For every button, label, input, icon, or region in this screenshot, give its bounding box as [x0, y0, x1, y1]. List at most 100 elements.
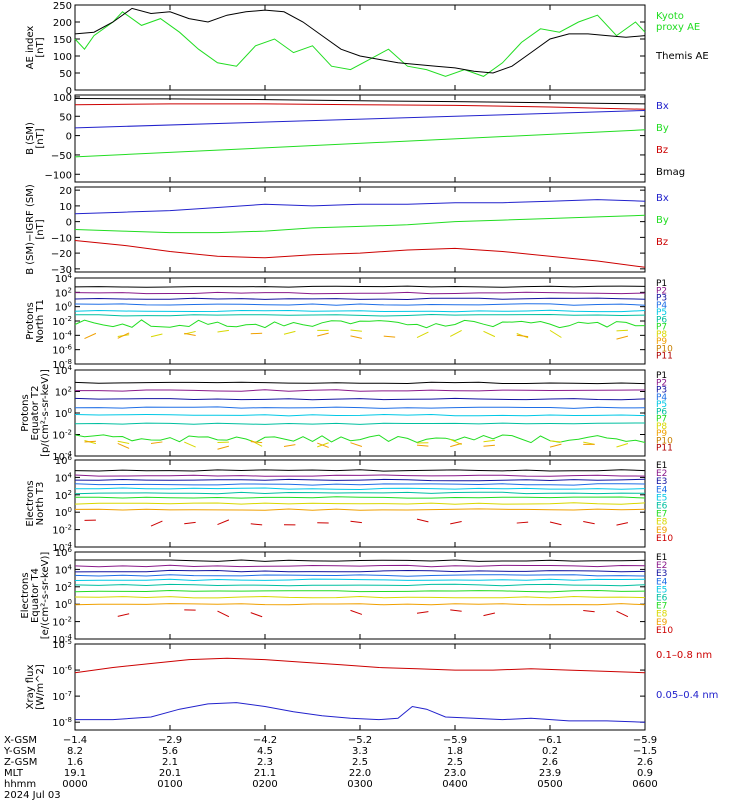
y-tick-label-et3-4: 10-2	[52, 524, 72, 537]
series-segment-et4-9	[251, 613, 262, 617]
series-segment-et4-9	[118, 614, 129, 617]
y-tick-label-bdiff-5: 20	[59, 186, 72, 197]
footer-value-4-0: −5.9	[443, 735, 467, 746]
y-tick-label-bdiff-3: 0	[66, 218, 72, 229]
y-tick-label-pt1-5: 10-6	[52, 344, 72, 357]
series-line-bdiff-2	[75, 241, 645, 268]
series-segment-pt2-8	[450, 443, 461, 446]
series-segment-pt2-8	[118, 443, 129, 448]
series-group-pt2	[75, 382, 645, 449]
series-line-et3-0	[75, 470, 645, 471]
series-line-et4-0	[75, 560, 645, 561]
series-line-pt1-6	[75, 320, 645, 328]
series-line-et3-3	[75, 484, 645, 485]
series-segment-et4-9	[351, 610, 362, 614]
series-segment-pt2-7	[617, 444, 628, 447]
series-segment-pt2-7	[184, 442, 195, 447]
footer-value-6-4: 0600	[632, 779, 657, 790]
y-axis-label-bdiff-1: [nT]	[35, 219, 46, 239]
y-tick-label-bsm-1: −50	[51, 151, 72, 162]
series-segment-pt1-7	[484, 331, 495, 336]
series-line-et3-5	[75, 492, 645, 494]
series-segment-et3-9	[251, 524, 262, 525]
footer-value-6-3: 0.9	[637, 768, 653, 779]
series-segment-pt2-7	[251, 440, 262, 446]
series-group-ae	[75, 8, 645, 76]
series-segment-pt2-7	[118, 441, 129, 443]
series-line-pt1-1	[75, 292, 645, 294]
series-line-pt2-2	[75, 398, 645, 399]
y-tick-label-et3-2: 102	[55, 489, 72, 502]
series-segment-et3-9	[151, 521, 162, 526]
footer-value-3-0: −5.2	[348, 735, 372, 746]
legend-ae-1: Themis AE	[655, 51, 709, 62]
legend-bdiff-2: Bz	[656, 237, 668, 248]
y-tick-label-bsm-3: 50	[59, 112, 72, 123]
footer-value-4-3: 23.0	[444, 768, 466, 779]
legend-bdiff-0: Bx	[656, 193, 669, 204]
footer-value-6-1: −1.5	[633, 746, 657, 757]
series-segment-pt1-7	[450, 330, 461, 336]
legend-xray-0: 0.1–0.8 nm	[656, 650, 712, 661]
footer-value-5-2: 2.6	[542, 757, 558, 768]
y-tick-label-et4-3: 100	[55, 598, 72, 611]
legend-bsm-0: Bx	[656, 101, 669, 112]
panel-frame-et4	[75, 552, 645, 639]
y-tick-label-pt2-0: 104	[55, 364, 73, 377]
footer-value-3-2: 2.5	[352, 757, 368, 768]
y-tick-label-pt1-2: 100	[55, 301, 72, 314]
y-tick-label-bsm-4: 100	[53, 93, 72, 104]
series-segment-pt2-8	[351, 443, 362, 447]
legend-pt2-10: P11	[656, 444, 673, 454]
footer-row-label-1: Y-GSM	[3, 746, 36, 757]
y-tick-label-bsm-2: 0	[66, 132, 72, 143]
series-segment-pt2-8	[484, 445, 495, 446]
series-segment-pt1-8	[317, 333, 328, 336]
panel-frame-bdiff	[75, 187, 645, 272]
legend-bsm-2: Bz	[656, 145, 668, 156]
footer-value-5-3: 23.9	[539, 768, 561, 779]
series-line-bsm-1	[75, 130, 645, 157]
series-segment-pt1-8	[617, 336, 628, 339]
y-tick-label-et3-3: 100	[55, 506, 72, 519]
y-tick-label-pt2-1: 102	[55, 386, 72, 399]
footer-value-2-4: 0200	[252, 779, 277, 790]
series-line-et4-6	[75, 591, 645, 592]
series-segment-pt1-7	[284, 331, 295, 334]
series-line-pt1-3	[75, 304, 645, 305]
footer-value-0-0: −1.4	[63, 735, 87, 746]
y-tick-label-pt1-3: 10-2	[52, 315, 72, 328]
y-axis-label-ae-1: [nT]	[35, 37, 46, 57]
y-tick-label-pt2-3: 10-2	[52, 429, 72, 442]
series-line-pt2-0	[75, 382, 645, 383]
y-tick-label-ae-1: 50	[59, 69, 72, 80]
y-axis-label-et4-2: [e/(cm²-s-sr-keV)]	[40, 552, 51, 640]
y-tick-label-et3-1: 104	[55, 471, 73, 484]
series-line-et4-4	[75, 579, 645, 580]
series-segment-pt1-8	[517, 335, 528, 336]
legend-ae-0: Kyoto	[656, 11, 684, 22]
footer-value-0-3: 19.1	[64, 768, 86, 779]
footer-value-1-3: 20.1	[159, 768, 181, 779]
series-segment-pt2-8	[417, 445, 428, 446]
footer-value-2-0: −4.2	[253, 735, 277, 746]
legend-bdiff-1: By	[656, 215, 669, 226]
series-line-et3-6	[75, 497, 645, 498]
series-segment-pt1-8	[184, 333, 195, 335]
series-segment-et4-9	[484, 613, 495, 616]
y-tick-label-xray-0: 10-5	[52, 638, 72, 651]
series-segment-et4-9	[218, 611, 229, 617]
footer-value-3-1: 3.3	[352, 746, 368, 757]
series-line-pt2-4	[75, 415, 645, 416]
y-tick-label-pt1-1: 102	[55, 286, 72, 299]
footer-row-label-0: X-GSM	[4, 735, 37, 746]
footer-value-1-2: 2.1	[162, 757, 178, 768]
footer-value-6-2: 2.6	[637, 757, 653, 768]
footer-value-5-1: 0.2	[542, 746, 558, 757]
y-tick-label-et4-0: 106	[55, 546, 73, 559]
series-segment-pt2-8	[251, 442, 262, 443]
series-segment-pt1-8	[85, 333, 96, 338]
legend-et4-9: E10	[656, 626, 673, 636]
footer-value-6-0: −5.9	[633, 735, 657, 746]
series-line-et4-7	[75, 597, 645, 598]
